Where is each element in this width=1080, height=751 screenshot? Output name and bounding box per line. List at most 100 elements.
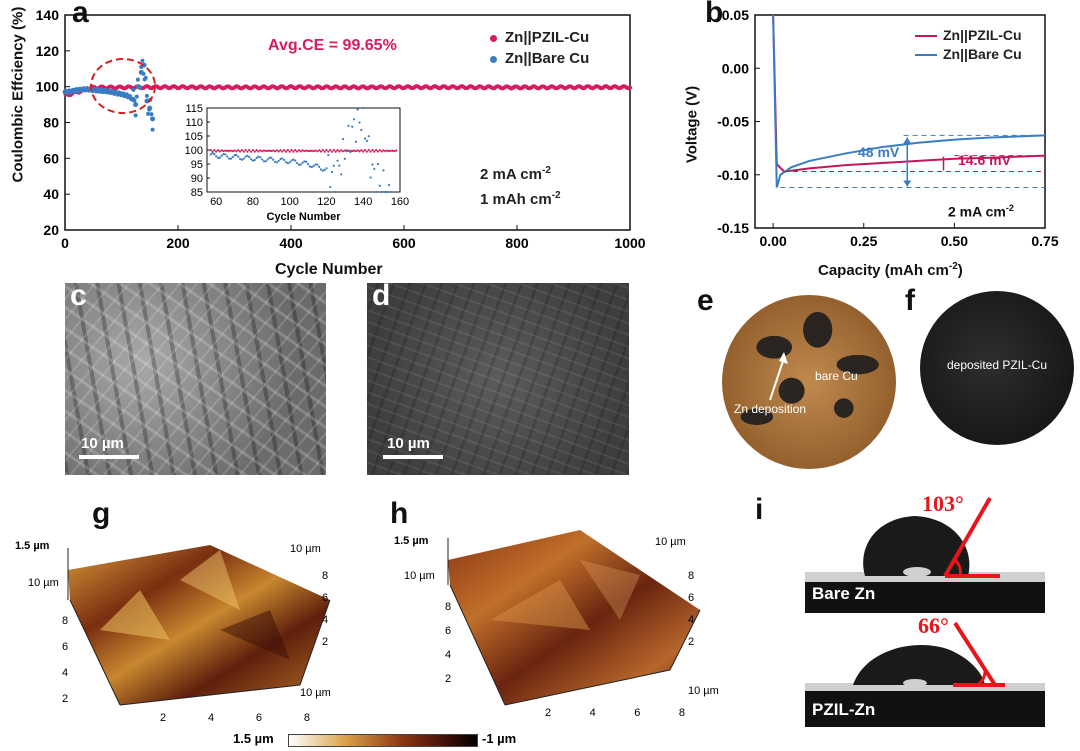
ce-inset-point-pzil [226, 149, 229, 153]
ce-inset-ytick-label: 105 [185, 131, 203, 143]
ce-inset-point-pzil [227, 149, 231, 152]
ce-inset-point-bare [375, 190, 378, 194]
ce-inset-point-pzil [297, 149, 301, 152]
ce-inset-point-bare [220, 154, 223, 157]
ce-inset-point-pzil [272, 149, 275, 152]
ce-inset-point-bare [251, 159, 255, 162]
ce-inset-point-pzil [358, 150, 361, 153]
panel-label-e: e [697, 284, 714, 317]
contact-angle-pzil-label: PZIL-Zn [812, 700, 876, 719]
ce-inset-point-bare [268, 156, 271, 159]
ce-inset-point-pzil [209, 148, 212, 152]
ce-inset-point-bare [275, 161, 278, 164]
ce-inset-point-pzil [362, 150, 365, 153]
ce-inset-point-bare [264, 160, 267, 163]
photo-bare-label: bare Cu [815, 369, 858, 383]
ce-ytick-label: 140 [36, 7, 60, 23]
ce-inset-point-pzil [347, 149, 350, 152]
ce-inset-point-pzil [292, 150, 295, 153]
ce-inset-point-bare [384, 190, 387, 194]
ce-inset-point-pzil [340, 149, 343, 152]
ce-inset-point-pzil [314, 149, 317, 152]
ce-chart-points [62, 58, 632, 132]
ce-inset-point-pzil [213, 149, 216, 152]
ce-inset-point-bare [387, 183, 391, 187]
ce-ytick-label: 40 [43, 186, 59, 202]
ce-inset-point-bare [266, 158, 269, 161]
ce-inset-ytick-label: 95 [191, 159, 203, 171]
panel-label-f: f [905, 284, 915, 317]
ce-inset-point-pzil [277, 150, 280, 153]
ce-inset-point-bare [389, 190, 392, 194]
voltage-ytick-label: 0.00 [722, 60, 749, 76]
ce-inset-point-pzil [275, 149, 278, 152]
panel-label-h: h [390, 497, 409, 530]
ce-ytick-label: 60 [43, 150, 59, 166]
ce-xtick-label: 200 [166, 235, 190, 251]
ce-inset-point-pzil [222, 150, 225, 153]
ce-point-bare [85, 86, 91, 92]
ce-inset-point-bare [253, 158, 256, 162]
voltage-line-pzil [772, 14, 1046, 173]
ce-inset-point-pzil [343, 149, 346, 152]
voltage-48mv-label: 48 mV [858, 144, 900, 160]
ce-inset-point-pzil [233, 149, 236, 152]
ce-inset-point-bare [305, 160, 308, 163]
ce-inset-point-pzil [237, 149, 240, 152]
ce-inset-ytick-label: 85 [191, 187, 203, 199]
ce-inset-point-pzil [303, 150, 306, 153]
ce-inset-point-pzil [386, 149, 389, 152]
ce-inset-point-bare [367, 135, 370, 138]
ce-inset-point-pzil [251, 148, 255, 152]
ce-inset-point-pzil [334, 150, 337, 153]
ce-inset-point-pzil [393, 149, 396, 153]
ce-inset-point-bare [273, 160, 277, 163]
ce-inset-point-pzil [375, 148, 378, 152]
ce-inset-point-pzil [354, 150, 357, 153]
ce-inset-point-pzil [330, 150, 334, 153]
ce-ytick-label: 20 [43, 222, 59, 238]
ce-inset-point-pzil [376, 150, 380, 153]
voltage-legend: Zn||PZIL-Cu Zn||Bare Cu [915, 27, 1022, 62]
photo-bare-cu: bare Cu Zn deposition [722, 295, 896, 469]
ce-inset-point-bare [345, 149, 348, 152]
ce-inset-point-pzil [290, 148, 293, 152]
ce-inset-point-bare [369, 176, 372, 179]
ce-inset-point-pzil [286, 148, 289, 152]
ce-avg-annotation: Avg.CE = 99.65% [268, 37, 397, 54]
ce-inset-point-bare [270, 156, 273, 159]
ce-point-bare [124, 93, 130, 99]
ce-inset-point-bare [314, 163, 317, 166]
ce-inset-point-pzil [218, 150, 221, 153]
ce-inset-point-pzil [268, 149, 271, 152]
ce-inset-point-pzil [240, 149, 244, 152]
voltage-xtick-label: 0.00 [760, 233, 787, 249]
ce-inset-point-bare [341, 137, 345, 141]
voltage-arrowhead-48b [903, 180, 912, 187]
ce-inset-point-bare [354, 140, 357, 143]
ce-inset-point-bare [382, 169, 385, 172]
ce-inset-point-bare [321, 169, 324, 172]
ce-inset-point-pzil [316, 150, 319, 153]
ce-inset-point-bare [306, 162, 310, 166]
ce-inset-point-pzil [255, 149, 258, 152]
panel-label-b: b [705, 0, 724, 29]
ce-point-bare [140, 58, 145, 63]
ce-inset-point-bare [215, 155, 218, 158]
ce-highlight-circle [90, 58, 156, 114]
ce-inset-point-bare [255, 156, 258, 160]
ce-chart-axes: 0 200 400 600 800 1000 20 40 60 80 100 120 140 [36, 7, 646, 251]
ce-xtick-label: 800 [505, 235, 529, 251]
ce-inset-point-pzil [391, 149, 394, 152]
ce-inset-point-pzil [294, 148, 297, 152]
voltage-ytick-label: 0.05 [722, 7, 749, 23]
ce-inset-point-bare [356, 108, 359, 111]
afm-h-y-top: 10 µm [404, 570, 435, 582]
ce-legend-pzil: Zn||PZIL-Cu [490, 29, 589, 46]
ce-point-bare [107, 89, 113, 95]
ce-inset-point-bare [286, 162, 289, 165]
